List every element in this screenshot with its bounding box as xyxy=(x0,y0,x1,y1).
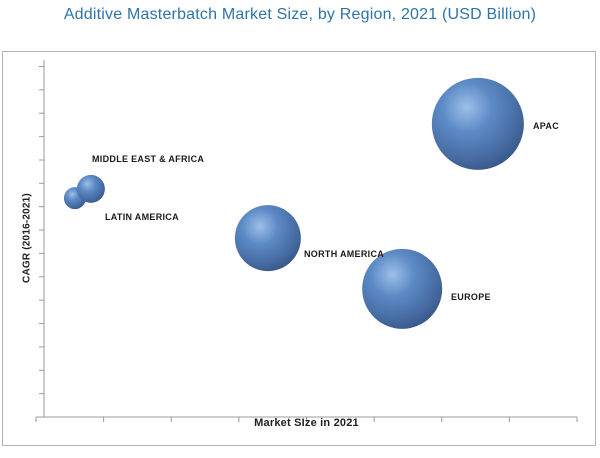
chart-title: Additive Masterbatch Market Size, by Reg… xyxy=(63,6,537,23)
bubble-label: APAC xyxy=(533,121,559,131)
bubble-label: LATIN AMERICA xyxy=(105,212,179,222)
bubble-label: MIDDLE EAST & AFRICA xyxy=(92,154,204,164)
bubble-label: EUROPE xyxy=(451,292,491,302)
x-axis-label: Market SIze in 2021 xyxy=(254,417,359,429)
y-axis-label: CAGR (2016-2021) xyxy=(21,193,33,283)
bubble-middle-east-africa xyxy=(76,174,105,203)
bubble-north-america xyxy=(234,205,301,272)
bubble-label: NORTH AMERICA xyxy=(304,249,384,259)
bubble-apac xyxy=(431,77,524,170)
bubble-europe xyxy=(362,248,443,329)
